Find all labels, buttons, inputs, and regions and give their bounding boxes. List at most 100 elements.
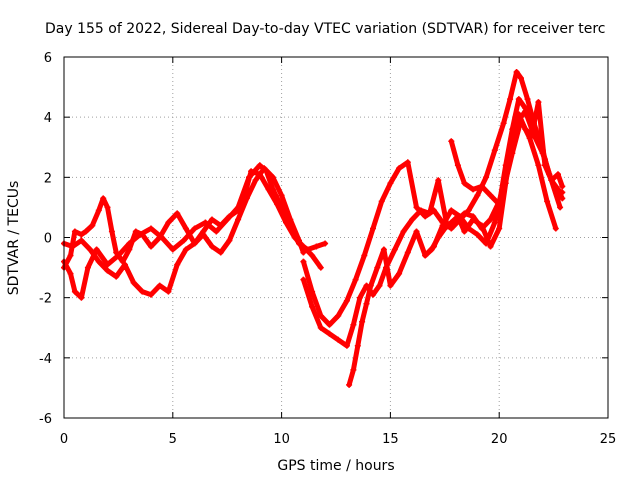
- data-point: [483, 174, 490, 181]
- data-point: [376, 282, 383, 289]
- data-point: [300, 249, 307, 256]
- data-point: [461, 210, 468, 217]
- data-point: [478, 222, 485, 229]
- data-point: [555, 186, 561, 193]
- data-point: [559, 195, 566, 202]
- y-axis-label: SDTVAR / TECUs: [6, 181, 22, 296]
- data-point: [535, 99, 542, 106]
- data-point: [180, 237, 187, 244]
- data-point: [200, 231, 207, 238]
- data-point: [71, 288, 78, 295]
- data-point: [350, 321, 357, 328]
- data-point: [95, 207, 102, 214]
- series-line: [61, 168, 324, 271]
- data-point: [361, 252, 368, 259]
- data-point: [350, 366, 357, 373]
- data-point: [474, 231, 481, 238]
- data-point: [535, 162, 542, 169]
- data-point: [343, 342, 350, 349]
- data-point: [426, 210, 433, 217]
- data-point: [148, 291, 154, 298]
- data-point: [487, 243, 494, 250]
- data-point: [435, 177, 442, 184]
- data-point: [474, 192, 481, 199]
- data-point: [374, 264, 381, 271]
- data-point: [104, 204, 111, 211]
- data-point: [428, 246, 435, 253]
- data-point: [528, 132, 535, 139]
- data-point: [367, 282, 374, 289]
- data-point: [243, 195, 250, 202]
- series-track-2: [61, 162, 329, 301]
- data-point: [515, 111, 522, 118]
- data-point: [191, 240, 198, 247]
- data-point: [89, 222, 96, 229]
- data-point: [470, 186, 477, 193]
- data-point: [491, 219, 498, 226]
- data-point: [555, 171, 561, 178]
- axis-ticks: 0 5 10 15 20 25 -6 -4 -2 0 2 4 6: [39, 51, 616, 447]
- data-point: [213, 228, 220, 235]
- data-point: [148, 225, 154, 232]
- data-point: [454, 162, 461, 169]
- data-point: [518, 75, 524, 82]
- data-point: [300, 276, 307, 283]
- x-tick-label: 15: [382, 432, 399, 447]
- data-point: [507, 96, 514, 103]
- data-point: [413, 204, 420, 211]
- data-point: [422, 252, 429, 259]
- data-point: [165, 219, 172, 226]
- data-point: [343, 297, 350, 304]
- data-point: [78, 294, 85, 301]
- data-point: [309, 288, 316, 295]
- data-point: [121, 261, 128, 268]
- data-point: [71, 228, 78, 235]
- data-point: [278, 192, 285, 199]
- data-point: [487, 192, 494, 199]
- data-point: [191, 225, 198, 232]
- data-point: [356, 294, 363, 301]
- data-point: [104, 267, 111, 274]
- data-point: [313, 243, 320, 250]
- data-point: [559, 183, 566, 190]
- data-point: [137, 231, 144, 238]
- data-point: [391, 246, 398, 253]
- data-point: [441, 225, 448, 232]
- data-point: [174, 210, 181, 217]
- data-point: [387, 180, 394, 187]
- data-point: [448, 138, 455, 145]
- data-point: [84, 264, 91, 271]
- data-point: [478, 183, 485, 190]
- data-point: [93, 246, 100, 253]
- y-tick-label: 0: [44, 232, 52, 247]
- data-point: [182, 246, 189, 253]
- y-tick-label: 2: [44, 171, 52, 186]
- data-point: [448, 219, 455, 226]
- data-point: [269, 186, 276, 193]
- data-point: [370, 225, 376, 232]
- y-tick-label: -4: [39, 352, 52, 367]
- data-point: [300, 258, 307, 265]
- data-point: [352, 276, 359, 283]
- data-point: [491, 147, 498, 154]
- data-point: [317, 312, 324, 319]
- data-point: [87, 246, 94, 253]
- data-point: [252, 177, 259, 184]
- x-axis-label: GPS time / hours: [277, 458, 394, 474]
- data-point: [165, 288, 172, 295]
- data-point: [522, 105, 529, 112]
- data-point: [522, 126, 529, 133]
- data-point: [202, 219, 209, 226]
- data-point: [246, 174, 252, 181]
- data-point: [487, 216, 494, 223]
- data-point: [413, 228, 420, 235]
- data-point: [524, 96, 531, 103]
- data-point: [169, 246, 176, 253]
- data-point: [235, 216, 242, 223]
- data-point: [226, 237, 233, 244]
- data-point: [380, 246, 387, 253]
- data-point: [417, 207, 424, 214]
- data-point: [335, 312, 342, 319]
- data-point: [69, 243, 76, 250]
